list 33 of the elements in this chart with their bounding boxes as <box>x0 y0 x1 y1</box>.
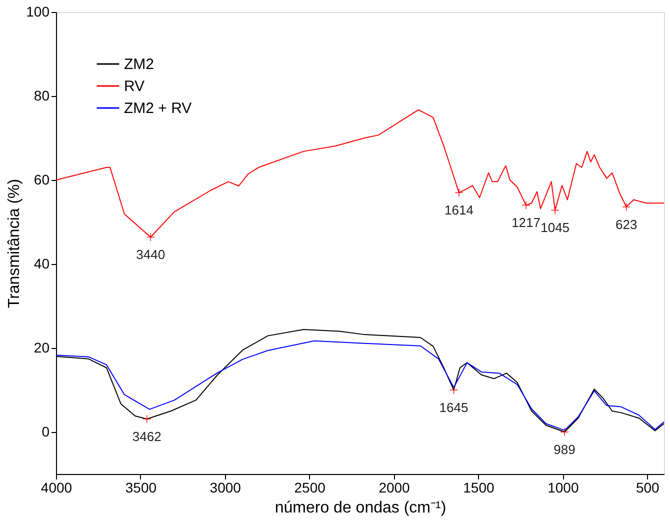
x-tick-label: 1500 <box>463 480 495 496</box>
point <box>146 232 155 242</box>
annotation: 1217 <box>512 215 540 230</box>
line-series <box>56 340 664 431</box>
x-tick-label: 3000 <box>210 480 242 496</box>
y-tick-label: 100 <box>26 4 50 20</box>
x-tick-label: 1000 <box>548 480 579 496</box>
x-tick-label: 2500 <box>294 480 326 496</box>
legend-label: ZM2 + RV <box>124 100 192 117</box>
legend-label: RV <box>124 78 145 95</box>
y-tick-label: 0 <box>42 424 50 440</box>
annotation: 1614 <box>444 202 474 218</box>
x-tick-label: 3500 <box>125 480 157 496</box>
y-tick-label: 20 <box>34 340 50 356</box>
x-axis-title: número de ondas (cm⁻¹) <box>274 500 446 516</box>
x-tick-label: 4000 <box>40 480 72 496</box>
annotation: 623 <box>615 216 638 232</box>
y-tick-label: 60 <box>34 172 50 188</box>
point <box>522 200 530 210</box>
point <box>550 206 560 215</box>
point <box>622 202 631 212</box>
annotation: 1645 <box>439 400 468 415</box>
x-tick-label: 500 <box>636 480 660 496</box>
annotation: 3462 <box>132 428 162 444</box>
annotation: 3440 <box>136 247 166 262</box>
point <box>454 188 464 197</box>
y-tick-label: 80 <box>34 88 50 104</box>
x-tick-label: 2000 <box>378 480 410 496</box>
annotation: 1045 <box>540 220 570 236</box>
legend-label: ZM2 <box>124 56 154 73</box>
annotation: 989 <box>554 442 576 457</box>
y-tick-label: 40 <box>34 256 50 272</box>
y-axis-title: Transmitância (%) <box>6 178 24 308</box>
